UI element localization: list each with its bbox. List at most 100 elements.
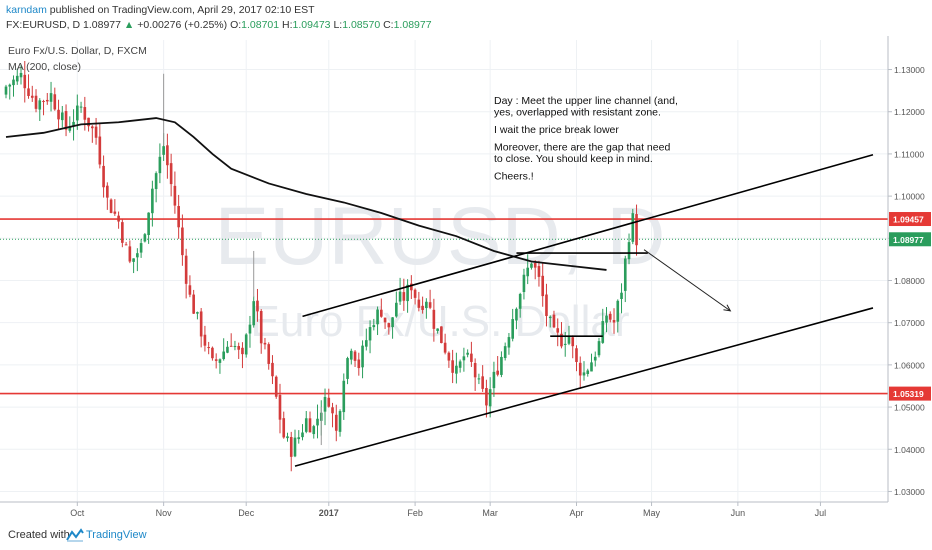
- candle-body: [196, 312, 199, 314]
- candle-body: [49, 93, 53, 102]
- candle-body: [477, 378, 481, 380]
- candle-body: [4, 86, 8, 95]
- candle-body: [117, 215, 120, 222]
- time-tick-label: Apr: [569, 508, 583, 518]
- time-axis[interactable]: Oct Nov Dec 2017 Feb Mar Apr May Jun Jul: [0, 501, 888, 518]
- ohlc-line: FX:EURUSD, D 1.08977 ▲ +0.00276 (+0.25%)…: [6, 19, 432, 31]
- candle-body: [91, 126, 94, 129]
- trendlines: [294, 153, 874, 467]
- candle-body: [530, 263, 533, 268]
- candle-body: [511, 319, 514, 339]
- candle-body: [162, 146, 165, 155]
- price-axis[interactable]: 1.03000 1.04000 1.05000 1.06000 1.07000 1.080…: [887, 36, 932, 520]
- candle-body: [139, 243, 143, 253]
- candle-body: [623, 258, 627, 291]
- candle-body: [274, 376, 278, 397]
- candle-body: [462, 356, 466, 361]
- time-tick-label: Dec: [238, 508, 255, 518]
- candle-body: [102, 165, 105, 188]
- price-chart[interactable]: EURUSD, D Euro Fx/U.S. Dollar Euro Fx/U.…: [0, 36, 932, 520]
- watermark-symbol: EURUSD, D: [214, 191, 665, 282]
- candle-body: [312, 426, 316, 435]
- candle-body: [19, 72, 23, 78]
- price-tick-label: 1.03000: [894, 487, 925, 497]
- candle-body: [473, 362, 477, 378]
- candle-body: [537, 266, 541, 277]
- candle-body: [548, 316, 552, 319]
- candle-body: [136, 253, 139, 258]
- candle-body: [425, 301, 428, 309]
- candle-body: [349, 350, 353, 360]
- candle-body: [631, 213, 635, 242]
- candle-body: [597, 341, 601, 356]
- candle-body: [154, 173, 158, 190]
- created-with-text: Created with: [8, 529, 70, 541]
- tradingview-link[interactable]: TradingView: [86, 529, 147, 541]
- candle-body: [368, 327, 372, 341]
- header-bar: karndam published on TradingView.com, Ap…: [0, 0, 932, 36]
- time-tick-label: 2017: [319, 508, 339, 518]
- candle-body: [38, 100, 42, 110]
- chart-area[interactable]: EURUSD, D Euro Fx/U.S. Dollar Euro Fx/U.…: [0, 36, 932, 520]
- change-value: +0.00276 (+0.25%): [137, 19, 228, 31]
- candle-body: [470, 353, 473, 362]
- candle-body: [372, 325, 376, 328]
- candle-body: [94, 126, 98, 138]
- candle-body: [590, 362, 593, 372]
- forecast-arrow: [643, 249, 732, 312]
- candle-body: [447, 352, 451, 361]
- candle-body: [413, 289, 417, 298]
- candle-body: [485, 388, 488, 406]
- candle-body: [417, 299, 421, 308]
- open-value: 1.08701: [241, 19, 280, 31]
- candle-body: [376, 309, 379, 325]
- candle-body: [586, 370, 590, 374]
- candlesticks: [4, 60, 638, 472]
- time-tick-label: Jul: [815, 508, 827, 518]
- candle-body: [233, 345, 237, 347]
- candle-body: [428, 302, 432, 308]
- candle-body: [526, 267, 530, 277]
- legend-indicator: MA (200, close): [8, 61, 81, 73]
- price-tick-label: 1.10000: [894, 192, 925, 202]
- chart-legend: Euro Fx/U.S. Dollar, D, FXCM MA (200, cl…: [8, 45, 147, 73]
- candle-body: [98, 136, 102, 165]
- candle-body: [60, 112, 64, 121]
- candle-body: [406, 284, 409, 302]
- candle-body: [616, 300, 620, 322]
- time-tick-label: Mar: [482, 508, 498, 518]
- candle-body: [451, 360, 454, 373]
- price-label-level: [889, 212, 931, 227]
- annotation-line: yes, overlapped with resistant zone.: [494, 107, 661, 119]
- candle-body: [443, 342, 447, 353]
- candle-body: [282, 418, 286, 438]
- time-tick-label: Jun: [731, 508, 746, 518]
- candle-body: [199, 311, 203, 337]
- candle-body: [278, 394, 282, 420]
- candle-body: [184, 255, 188, 284]
- author-link[interactable]: karndam: [6, 4, 47, 16]
- candle-body: [34, 95, 38, 109]
- candle-body: [612, 320, 616, 323]
- candle-body: [211, 347, 214, 359]
- price-tick-label: 1.07000: [894, 318, 925, 328]
- candle-body: [45, 99, 49, 102]
- candle-body: [361, 345, 364, 368]
- high-label: H:: [282, 19, 293, 31]
- candle-body: [575, 348, 578, 363]
- last-price: 1.08977: [83, 19, 121, 31]
- candle-body: [79, 106, 83, 108]
- candle-body: [316, 418, 319, 426]
- candle-body: [181, 227, 184, 256]
- candle-body: [507, 337, 511, 348]
- ma200-path: [5, 117, 607, 271]
- candle-body: [387, 323, 391, 328]
- low-value: 1.08570: [342, 19, 381, 31]
- tradingview-logo-icon: [66, 528, 84, 542]
- legend-instrument: Euro Fx/U.S. Dollar, D, FXCM: [8, 45, 147, 57]
- open-label: O:: [230, 19, 242, 31]
- change-up-icon: ▲: [123, 19, 135, 31]
- candle-body: [304, 418, 308, 432]
- candle-body: [147, 212, 150, 236]
- candle-body: [12, 79, 15, 86]
